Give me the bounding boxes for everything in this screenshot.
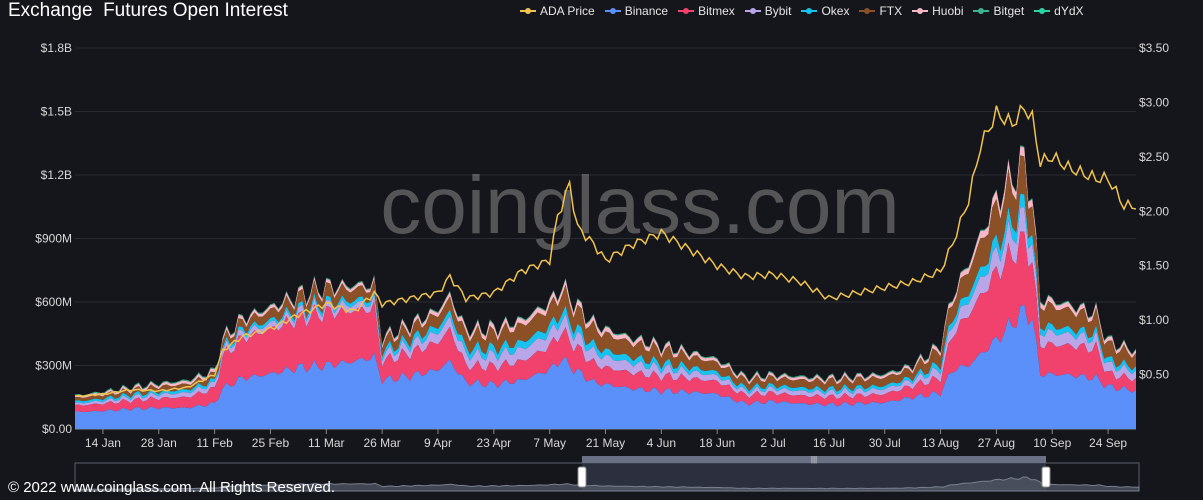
- x-tick-label: 2 Jul: [760, 436, 785, 450]
- legend-item-bybit[interactable]: Bybit: [744, 4, 792, 18]
- x-tick-label: 11 Feb: [196, 436, 233, 450]
- y-right-tick-label: $1.50: [1139, 259, 1169, 273]
- y-left-tick-label: $1.5B: [41, 105, 72, 119]
- legend-item-ada-price[interactable]: ADA Price: [520, 4, 595, 18]
- legend-item-ftx[interactable]: FTX: [859, 4, 902, 18]
- legend-label: dYdX: [1054, 4, 1084, 18]
- x-tick-label: 7 May: [533, 436, 566, 450]
- legend-marker-icon: [520, 8, 536, 14]
- legend-marker-icon: [912, 8, 929, 14]
- y-right-tick-label: $1.00: [1139, 313, 1169, 327]
- legend-marker-icon: [744, 8, 761, 14]
- zoom-slider[interactable]: |||: [74, 455, 1140, 492]
- x-tick-label: 26 Mar: [363, 436, 400, 450]
- y-left-tick-label: $1.2B: [41, 168, 72, 182]
- price-line: [75, 104, 1136, 398]
- x-tick-label: 25 Feb: [252, 436, 290, 450]
- legend-label: Huobi: [932, 4, 964, 18]
- slider-mini-chart: [74, 476, 1140, 492]
- legend-item-bitget[interactable]: Bitget: [973, 4, 1024, 18]
- y-left-tick-label: $600M: [35, 295, 72, 309]
- y-right-tick-label: $0.50: [1139, 368, 1169, 382]
- y-right-tick-label: $2.50: [1139, 150, 1169, 164]
- x-tick-label: 14 Jan: [85, 436, 121, 450]
- x-tick-label: 30 Jul: [869, 436, 901, 450]
- x-tick-label: 28 Jan: [141, 436, 177, 450]
- watermark: coinglass.com: [380, 160, 900, 251]
- x-tick-label: 27 Aug: [978, 436, 1015, 450]
- legend-item-dydx[interactable]: dYdX: [1034, 4, 1084, 18]
- legend-marker-icon: [801, 8, 818, 14]
- slider-left-handle[interactable]: [577, 466, 587, 488]
- x-tick-label: 16 Jul: [813, 436, 845, 450]
- legend-item-binance[interactable]: Binance: [604, 4, 669, 18]
- legend-marker-icon: [859, 8, 876, 14]
- y-left-tick-label: $300M: [35, 359, 72, 373]
- y-right-tick-label: $3.50: [1139, 41, 1169, 55]
- y-right-tick-label: $3.00: [1139, 95, 1169, 109]
- area-binance: [75, 304, 1136, 429]
- footer-copyright: © 2022 www.coinglass.com. All Rights Res…: [8, 479, 336, 496]
- x-tick-label: 18 Jun: [699, 436, 735, 450]
- x-tick-label: 11 Mar: [308, 436, 344, 450]
- legend-item-huobi[interactable]: Huobi: [912, 4, 963, 18]
- legend-label: Binance: [624, 4, 669, 18]
- legend: ADA Price Binance Bitmex Bybit Okex FTX Huobi B…: [520, 2, 1094, 20]
- y-left-tick-label: $1.8B: [41, 41, 72, 55]
- legend-label: FTX: [879, 4, 903, 18]
- x-tick-label: 23 Apr: [476, 436, 511, 450]
- x-tick-label: 9 Apr: [424, 436, 452, 450]
- chart-title: Exchange Futures Open Interest: [8, 0, 288, 21]
- legend-marker-icon: [678, 8, 695, 14]
- slider-right-handle[interactable]: [1041, 466, 1051, 488]
- legend-item-bitmex[interactable]: Bitmex: [678, 4, 735, 18]
- y-axis-left: $0.00 $300M $600M $900M $1.2B $1.5B $1.8B: [35, 41, 72, 436]
- legend-marker-icon: [1034, 8, 1051, 14]
- legend-marker-icon: [973, 8, 990, 14]
- x-tick-label: 21 May: [586, 436, 625, 450]
- x-axis: 14 Jan 28 Jan 11 Feb 25 Feb 11 Mar 26 Mar 9 Ap…: [85, 429, 1127, 450]
- legend-label: Bybit: [764, 4, 792, 18]
- price-line-group: [75, 104, 1136, 398]
- x-tick-label: 10 Sep: [1033, 436, 1071, 450]
- legend-label: ADA Price: [540, 4, 595, 18]
- legend-label: Bitget: [993, 4, 1025, 18]
- slider-grip-icon[interactable]: |||: [811, 455, 817, 464]
- y-axis-right: $0.50 $1.00 $1.50 $2.00 $2.50 $3.00 $3.50: [1139, 41, 1169, 382]
- x-tick-label: 4 Jun: [647, 436, 676, 450]
- legend-label: Okex: [821, 4, 850, 18]
- legend-label: Bitmex: [698, 4, 735, 18]
- x-tick-label: 24 Sep: [1089, 436, 1127, 450]
- x-tick-label: 13 Aug: [922, 436, 959, 450]
- y-left-tick-label: $900M: [35, 232, 72, 246]
- y-right-tick-label: $2.00: [1139, 204, 1169, 218]
- legend-item-okex[interactable]: Okex: [801, 4, 849, 18]
- y-left-tick-label: $0.00: [42, 422, 72, 436]
- legend-marker-icon: [604, 8, 621, 14]
- slider-top-bar[interactable]: [582, 456, 1046, 463]
